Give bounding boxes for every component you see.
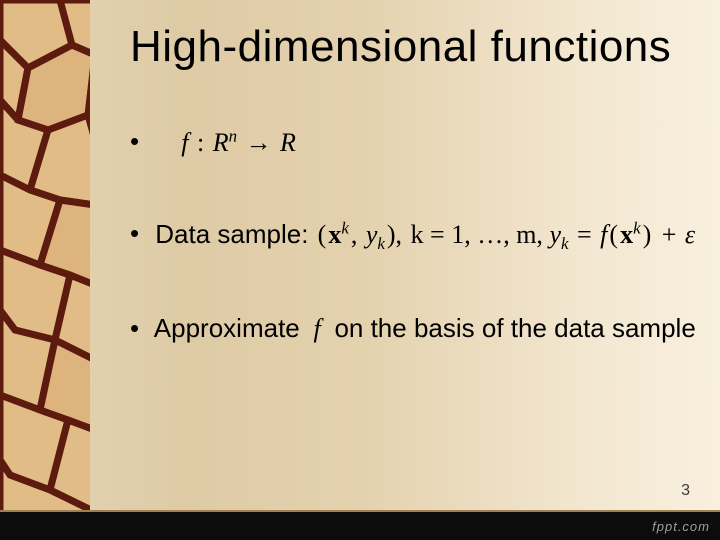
left-decorative-strip — [0, 0, 90, 540]
bullet-3-content: Approximate f on the basis of the data s… — [154, 313, 696, 343]
bullet-1: • f : Rn → R — [130, 125, 700, 159]
bullet-list: • f : Rn → R • Data sample: (xk, yk), k … — [130, 125, 700, 404]
bullet-2-label: Data sample: — [155, 219, 308, 249]
bullet-2: • Data sample: (xk, yk), k = 1, …, m, yk… — [130, 217, 700, 254]
page-number: 3 — [681, 482, 690, 500]
bullet-marker: • — [130, 125, 148, 158]
bullet-marker: • — [130, 312, 148, 345]
bullet-2-content: Data sample: (xk, yk), k = 1, …, m, yk =… — [155, 219, 695, 249]
bullet-marker: • — [130, 217, 148, 250]
bullet-3-prefix: Approximate — [154, 313, 307, 343]
bullet-1-formula: f : Rn → R — [155, 128, 296, 157]
bullet-3: • Approximate f on the basis of the data… — [130, 312, 700, 346]
slide: High-dimensional functions • f : Rn → R … — [0, 0, 720, 540]
bullet-3-suffix: on the basis of the data sample — [327, 313, 696, 343]
slide-title: High-dimensional functions — [130, 22, 671, 72]
template-logo: fppt.com — [652, 519, 710, 534]
bullet-2-formula: (xk, yk), k = 1, …, m, yk = f(xk) + ε — [316, 220, 696, 249]
crackle-pattern-icon — [0, 0, 90, 540]
bottom-band: fppt.com — [0, 512, 720, 540]
bullet-3-formula: f — [307, 314, 327, 343]
